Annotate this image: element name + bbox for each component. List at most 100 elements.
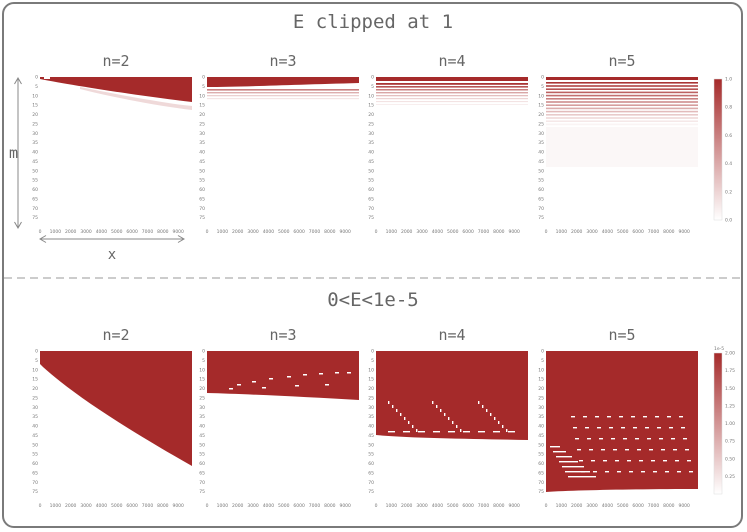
x-tick-label: 4000 bbox=[432, 503, 444, 509]
x-axis-annotation: x bbox=[39, 235, 185, 263]
x-tick-label: 4000 bbox=[96, 503, 108, 509]
y-tick-label: 30 bbox=[538, 405, 544, 411]
y-tick-label: 40 bbox=[32, 150, 38, 156]
y-tick-label: 45 bbox=[368, 433, 374, 439]
y-tick-label: 5 bbox=[371, 84, 374, 90]
x-tick-label: 5000 bbox=[617, 503, 629, 509]
y-tick-label: 40 bbox=[32, 424, 38, 430]
x-tick-label: 9000 bbox=[172, 229, 184, 235]
x-tick-label: 3000 bbox=[247, 503, 259, 509]
y-tick-label: 65 bbox=[199, 470, 205, 476]
y-tick-label: 65 bbox=[32, 470, 38, 476]
heatmap-bottom-n3: n=3 0 5 10 15 20 25 30 35 40 45 50 55 60 65 70 75 0 1000 20… bbox=[199, 326, 359, 509]
y-tick-label: 65 bbox=[538, 470, 544, 476]
x-tick-label: 6000 bbox=[462, 229, 474, 235]
x-tick-label: 8000 bbox=[493, 229, 505, 235]
y-tick-label: 25 bbox=[538, 121, 544, 127]
y-tick-label: 0 bbox=[371, 349, 374, 355]
x-tick-label: 0 bbox=[545, 229, 548, 235]
y-tick-label: 35 bbox=[368, 414, 374, 420]
y-tick-label: 10 bbox=[32, 93, 38, 99]
x-tick-label: 0 bbox=[375, 229, 378, 235]
y-tick-label: 5 bbox=[371, 358, 374, 364]
heatmap-top-n4: n=4 0 5 10 15 20 25 30 35 40 45 50 55 60 65 70 75 0 1000 20… bbox=[368, 52, 528, 235]
x-tick-label: 6000 bbox=[632, 503, 644, 509]
y-tick-label: 70 bbox=[32, 480, 38, 486]
y-tick-label: 25 bbox=[368, 395, 374, 401]
y-tick-label: 15 bbox=[199, 377, 205, 383]
y-tick-label: 50 bbox=[368, 442, 374, 448]
y-tick-label: 20 bbox=[199, 112, 205, 118]
y-tick-label: 5 bbox=[541, 84, 544, 90]
y-tick-label: 20 bbox=[32, 112, 38, 118]
y-tick-label: 5 bbox=[202, 358, 205, 364]
x-tick-label: 2000 bbox=[65, 229, 77, 235]
x-tick-label: 2000 bbox=[571, 229, 583, 235]
x-tick-label: 6000 bbox=[126, 229, 138, 235]
colorbar-gradient bbox=[713, 78, 723, 221]
y-tick-label: 55 bbox=[32, 452, 38, 458]
y-tick-label: 45 bbox=[32, 159, 38, 165]
y-tick-label: 35 bbox=[199, 414, 205, 420]
x-axis-label: x bbox=[108, 247, 116, 263]
x-tick-label: 2000 bbox=[232, 503, 244, 509]
m-axis-label: m bbox=[9, 144, 18, 162]
y-tick-label: 65 bbox=[32, 196, 38, 202]
x-tick-label: 7000 bbox=[142, 229, 154, 235]
colorbar-tick-label: 0.75 bbox=[725, 439, 735, 445]
y-tick-label: 0 bbox=[371, 75, 374, 81]
x-tick-label: 8000 bbox=[157, 503, 169, 509]
y-tick-label: 25 bbox=[368, 121, 374, 127]
heatmap-area bbox=[40, 77, 192, 227]
x-tick-label: 7000 bbox=[648, 229, 660, 235]
y-tick-label: 55 bbox=[368, 178, 374, 184]
y-tick-label: 30 bbox=[32, 405, 38, 411]
y-tick-label: 45 bbox=[32, 433, 38, 439]
y-tick-label: 35 bbox=[199, 140, 205, 146]
m-axis-annotation: m bbox=[9, 77, 22, 229]
y-tick-label: 0 bbox=[541, 75, 544, 81]
x-tick-label: 2000 bbox=[65, 503, 77, 509]
x-tick-label: 3000 bbox=[416, 503, 428, 509]
y-tick-label: 30 bbox=[32, 131, 38, 137]
x-tick-label: 0 bbox=[206, 229, 209, 235]
y-tick-label: 60 bbox=[199, 187, 205, 193]
y-tick-label: 40 bbox=[538, 424, 544, 430]
x-tick-label: 4000 bbox=[263, 503, 275, 509]
y-tick-label: 15 bbox=[32, 377, 38, 383]
x-tick-label: 1000 bbox=[217, 229, 229, 235]
colorbar-tick-label: 0.8 bbox=[725, 105, 732, 111]
y-tick-label: 35 bbox=[368, 140, 374, 146]
y-tick-label: 65 bbox=[538, 196, 544, 202]
x-tick-label: 4000 bbox=[432, 229, 444, 235]
y-tick-label: 20 bbox=[368, 112, 374, 118]
colorbar-tick-label: 0.2 bbox=[725, 189, 732, 195]
y-tick-label: 45 bbox=[538, 433, 544, 439]
y-tick-label: 50 bbox=[199, 442, 205, 448]
x-tick-label: 9000 bbox=[339, 503, 351, 509]
y-tick-label: 25 bbox=[538, 395, 544, 401]
x-tick-label: 8000 bbox=[493, 503, 505, 509]
y-tick-label: 30 bbox=[368, 131, 374, 137]
x-tick-label: 3000 bbox=[586, 503, 598, 509]
x-tick-label: 6000 bbox=[632, 229, 644, 235]
y-tick-label: 35 bbox=[538, 414, 544, 420]
x-tick-label: 4000 bbox=[602, 503, 614, 509]
heatmap-bottom-n4: n=4 0 5 10 15 20 25 30 35 40 45 50 55 60 65 70 75 0 1000 20… bbox=[368, 326, 528, 509]
y-tick-label: 25 bbox=[32, 121, 38, 127]
x-tick-label: 6000 bbox=[462, 503, 474, 509]
x-tick-label: 8000 bbox=[157, 229, 169, 235]
y-tick-label: 5 bbox=[35, 358, 38, 364]
x-tick-label: 9000 bbox=[508, 503, 520, 509]
x-tick-label: 5000 bbox=[278, 503, 290, 509]
x-tick-label: 3000 bbox=[416, 229, 428, 235]
y-tick-label: 20 bbox=[538, 386, 544, 392]
panel-title: n=4 bbox=[438, 326, 465, 344]
y-tick-label: 35 bbox=[538, 140, 544, 146]
y-tick-label: 60 bbox=[32, 187, 38, 193]
x-tick-label: 2000 bbox=[401, 503, 413, 509]
x-tick-label: 7000 bbox=[142, 503, 154, 509]
y-tick-label: 75 bbox=[32, 215, 38, 221]
x-tick-label: 8000 bbox=[324, 503, 336, 509]
